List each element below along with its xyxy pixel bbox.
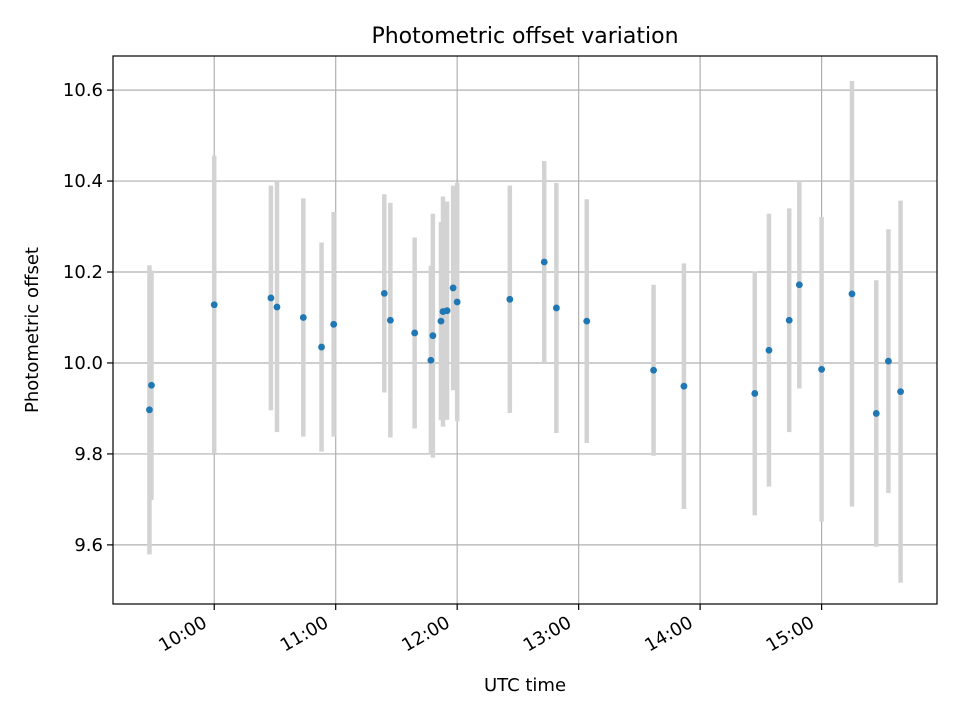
plot-area-frame (112, 55, 938, 605)
data-point (453, 298, 461, 306)
data-point (552, 304, 560, 312)
data-point (650, 366, 657, 374)
data-point (872, 410, 880, 417)
data-point (795, 281, 803, 289)
data-point (506, 295, 514, 303)
y-tick-label: 9.6 (74, 535, 103, 556)
data-point (299, 314, 307, 321)
y-axis-title: Photometric offset (22, 247, 43, 413)
data-point (583, 317, 591, 325)
data-point (818, 365, 825, 373)
marker-layer (146, 258, 904, 417)
y-tick-label: 10.2 (63, 262, 103, 283)
data-point (885, 357, 892, 365)
data-point (273, 303, 281, 311)
y-tick-label: 9.8 (74, 444, 103, 465)
data-point (148, 381, 155, 389)
data-point (680, 382, 688, 390)
y-axis: 9.6 9.8 10.0 10.2 10.4 10.6 (63, 80, 113, 556)
data-point (427, 356, 435, 364)
data-point (146, 406, 153, 414)
y-tick-label: 10.4 (63, 171, 103, 192)
y-tick-label: 10.6 (63, 80, 103, 101)
data-point (785, 316, 793, 324)
data-point (210, 301, 218, 309)
data-point (318, 343, 325, 351)
data-point (386, 316, 394, 324)
data-point (848, 290, 856, 298)
data-point (897, 388, 904, 396)
data-point (437, 317, 445, 325)
data-point (411, 329, 419, 337)
data-point (443, 307, 451, 315)
data-point (540, 258, 548, 266)
y-tick-label: 10.0 (63, 353, 103, 374)
data-point (765, 346, 773, 354)
chart-title: Photometric offset variation (371, 24, 678, 49)
data-point (751, 390, 759, 397)
data-point (380, 289, 388, 297)
data-point (330, 320, 338, 328)
data-point (449, 284, 457, 292)
x-axis-title: UTC time (484, 675, 566, 696)
data-point (429, 332, 437, 340)
data-point (267, 294, 275, 302)
